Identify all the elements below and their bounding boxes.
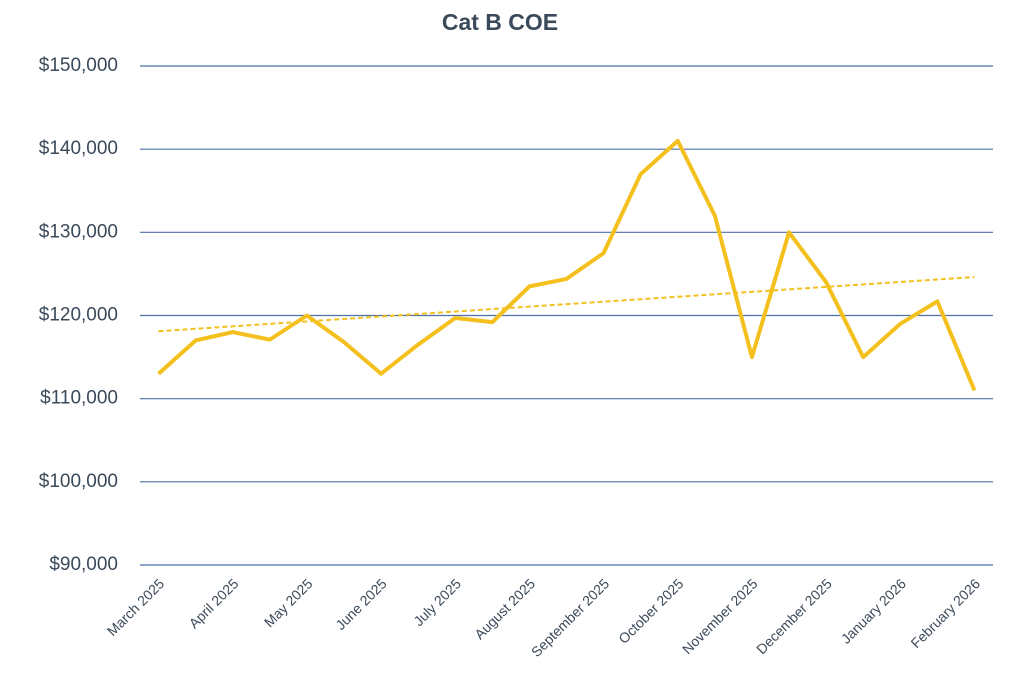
y-tick-label: $110,000 [40, 388, 118, 409]
x-tick-label: August 2025 [471, 575, 538, 642]
chart-title: Cat B COE [442, 9, 558, 35]
x-tick-label: March 2025 [104, 575, 168, 639]
trendline [158, 276, 975, 333]
y-tick-label: $120,000 [39, 305, 118, 326]
x-tick-label: June 2025 [332, 575, 390, 633]
x-tick-label: July 2025 [410, 575, 464, 629]
x-tick-label: November 2025 [679, 575, 761, 657]
y-tick-label: $130,000 [39, 221, 118, 242]
x-tick-label: April 2025 [186, 575, 242, 631]
x-tick-label: December 2025 [753, 575, 835, 657]
x-tick-label: October 2025 [615, 575, 686, 646]
x-tick-label: January 2026 [838, 575, 909, 646]
x-tick-label: February 2026 [907, 575, 983, 651]
data-line [157, 138, 977, 392]
x-tick-label: May 2025 [261, 575, 316, 630]
y-tick-label: $150,000 [39, 55, 118, 76]
x-tick-label: September 2025 [528, 575, 613, 660]
y-tick-label: $90,000 [49, 554, 118, 575]
y-tick-label: $140,000 [39, 138, 118, 159]
y-tick-label: $100,000 [39, 471, 118, 492]
